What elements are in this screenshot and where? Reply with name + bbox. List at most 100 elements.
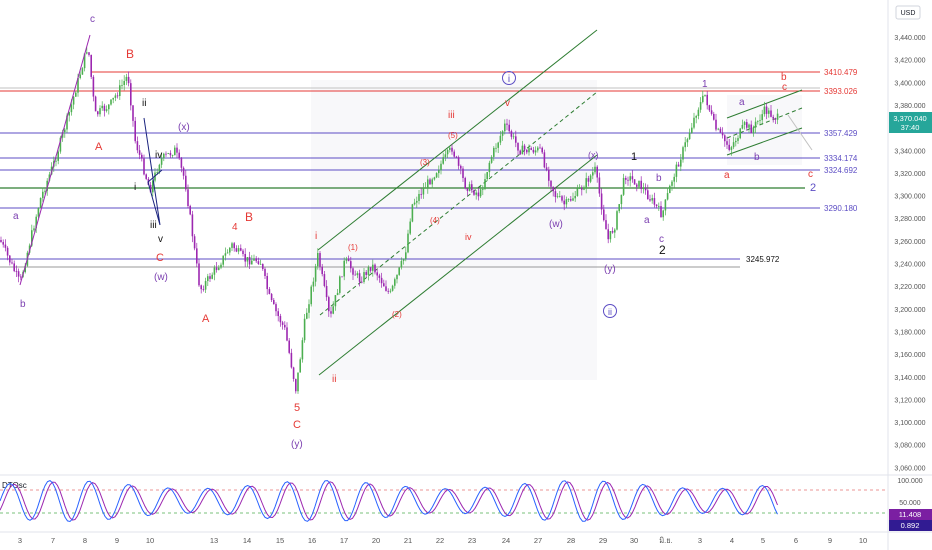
candle-body (576, 188, 579, 196)
price-tick-label: 3,260.000 (894, 239, 925, 246)
candle-body (484, 179, 486, 190)
candle-body (548, 169, 550, 181)
candle-body (152, 180, 154, 193)
date-tick-labels: 3 7 8 9 10 13 14 15 16 17 20 21 22 23 24 27 28 29 30 มิ.ย. 3… (18, 536, 867, 545)
candle-body (413, 202, 416, 205)
price-tick-label: 3,220.000 (894, 284, 925, 291)
candle-body (233, 243, 235, 249)
candle-body (37, 208, 40, 217)
candle-body (189, 206, 191, 215)
candle-body (312, 281, 315, 287)
wave-label: i (508, 74, 510, 85)
wave-label: (3) (420, 158, 430, 167)
candle-body (559, 196, 561, 198)
candle-body (482, 189, 484, 190)
candle-body (262, 264, 264, 269)
date-tick-label: 27 (534, 536, 542, 545)
wave-label: iv (465, 232, 472, 242)
wave-line-2 (143, 117, 163, 226)
date-tick-label: 9 (828, 536, 832, 545)
candle-body (75, 92, 77, 97)
candle-body (39, 197, 42, 209)
candle-body (378, 275, 381, 278)
candle-body (6, 247, 9, 256)
wave-label: iii (150, 220, 157, 231)
candle-body (314, 266, 317, 282)
price-pane[interactable] (0, 0, 888, 474)
price-tick-label: 3,240.000 (894, 262, 925, 269)
candle-body (59, 137, 62, 152)
candle-body (251, 260, 253, 265)
time-axis[interactable]: 3 7 8 9 10 13 14 15 16 17 20 21 22 23 24 27 28 29 30 มิ.ย. 3… (0, 531, 932, 545)
candle-body (581, 188, 583, 190)
price-tick-label: 3,280.000 (894, 216, 925, 223)
candle-body (198, 263, 200, 286)
candle-body (4, 244, 7, 248)
candle-body (735, 140, 737, 143)
candle-body (33, 228, 35, 231)
candle-body (455, 156, 458, 158)
candle-body (365, 272, 367, 275)
circled-label (603, 304, 617, 318)
date-tick-label: 15 (276, 536, 284, 545)
candle-body (143, 158, 145, 175)
candle-body (653, 198, 656, 205)
wave-label: ii (142, 98, 146, 109)
candle-body (446, 149, 449, 155)
wave-label: C (293, 419, 301, 431)
candle-body (627, 179, 629, 181)
price-axis[interactable]: USD 3,440.000 3,420.000 3,400.000 3,380.000… (887, 0, 932, 550)
candle-body (556, 196, 559, 198)
wave-label: (y) (604, 264, 616, 275)
date-tick-label: 13 (210, 536, 218, 545)
candle-body (686, 139, 689, 143)
candle-body (715, 119, 717, 130)
candle-body (563, 200, 565, 205)
candle-body (752, 127, 755, 134)
candle-body (429, 179, 431, 185)
candle-body (622, 177, 625, 195)
date-tick-label: 23 (468, 536, 476, 545)
osc-value-slow: 0.892 (901, 521, 920, 530)
candle-body (724, 135, 726, 142)
candle-body (666, 193, 669, 200)
candle-body (253, 258, 255, 261)
wave-label: (4) (430, 216, 440, 225)
candle-body (2, 242, 4, 245)
candle-body (466, 188, 469, 191)
date-tick-label: 7 (51, 536, 55, 545)
wave-label: B (126, 47, 134, 61)
candle-body (347, 258, 350, 262)
candle-body (264, 268, 266, 277)
candle-body (776, 113, 779, 120)
wave-label: A (202, 313, 210, 325)
candle-body (310, 286, 312, 305)
candle-body (308, 304, 310, 313)
candle-body (594, 166, 596, 173)
candle-body (565, 199, 568, 205)
candle-body (567, 199, 570, 200)
wave-label: 1 (631, 151, 637, 163)
channel-mid (319, 91, 598, 316)
candle-body (640, 180, 642, 190)
candle-body (616, 211, 618, 230)
candle-body (244, 253, 246, 262)
candle-body (77, 78, 79, 93)
candle-body (614, 229, 616, 233)
date-tick-label: 24 (502, 536, 510, 545)
wave-label: 1 (702, 79, 708, 90)
candle-body (132, 105, 134, 121)
candle-body (457, 157, 460, 166)
candle-body (125, 76, 128, 81)
candle-body (325, 285, 328, 298)
candle-body (405, 252, 407, 259)
candle-body (693, 117, 695, 128)
candle-body (119, 85, 121, 96)
candle-body (323, 274, 326, 286)
candle-body (541, 147, 543, 153)
date-tick-label: 22 (436, 536, 444, 545)
oscillator-pane[interactable]: DTOsc 100.000 50.000 11.408 0.892 (0, 474, 932, 531)
candle-body (572, 198, 574, 201)
candle-body (671, 181, 673, 186)
